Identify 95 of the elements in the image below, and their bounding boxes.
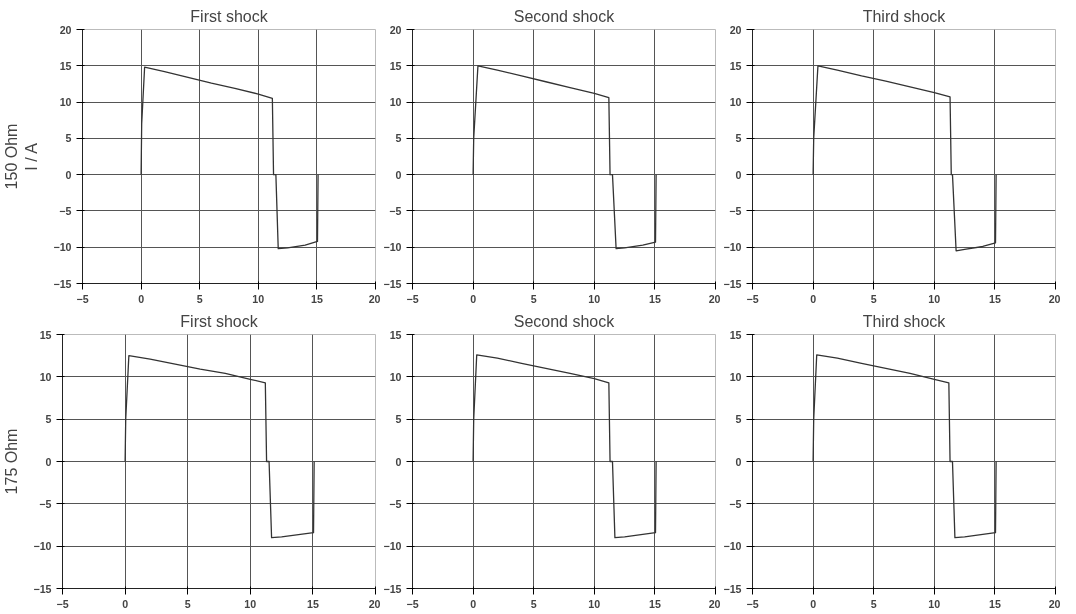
chart-title: First shock [180,312,259,330]
y-tick-label: 5 [395,413,402,426]
y-tick-label: 5 [45,413,52,426]
y-axis-title: 175 Ohm [3,428,21,495]
x-tick-label: 0 [810,597,817,610]
y-tick-label: 10 [59,96,72,109]
y-tick-label: −10 [53,241,72,254]
y-tick-label: 15 [729,59,742,72]
y-tick-label: 10 [389,96,402,109]
y-tick-label: −15 [53,277,72,290]
y-tick-label: −15 [723,582,742,595]
y-tick-label: −5 [59,204,72,217]
y-tick-label: −15 [383,582,402,595]
x-tick-label: 20 [1048,292,1061,305]
y-tick-label: 5 [395,132,402,145]
line-series [812,354,997,539]
x-tick-label: 20 [368,597,381,610]
y-tick-label: 10 [729,370,742,383]
y-tick-label: −10 [723,540,742,553]
y-tick-label: −15 [33,582,52,595]
x-tick-label: 5 [870,292,877,305]
x-tick-label: 20 [708,597,721,610]
x-tick-label: −5 [746,597,759,610]
x-tick-label: 10 [252,292,265,305]
line-series [140,66,319,250]
x-tick-label: 15 [988,292,1001,305]
y-tick-label: 5 [735,413,742,426]
x-tick-label: 10 [588,292,601,305]
y-tick-label: 10 [389,370,402,383]
y-axis-title: 150 Ohm [3,123,21,190]
x-tick-label: 10 [244,597,257,610]
x-tick-label: 0 [470,292,477,305]
y-tick-label: 0 [395,168,402,181]
line-series [812,65,997,252]
x-tick-label: 0 [138,292,145,305]
x-tick-label: −5 [746,292,759,305]
x-tick-label: 15 [988,597,1001,610]
x-tick-label: 0 [810,292,817,305]
y-tick-label: −10 [723,241,742,254]
x-tick-label: 5 [530,597,537,610]
x-tick-label: 0 [470,597,477,610]
y-tick-label: 15 [59,59,72,72]
x-tick-label: 10 [928,597,941,610]
y-tick-label: −5 [729,497,742,510]
x-tick-label: 5 [184,597,191,610]
y-tick-label: 5 [735,132,742,145]
y-tick-label: 10 [729,96,742,109]
x-tick-label: 5 [530,292,537,305]
chart-title: Third shock [862,312,947,330]
x-tick-label: 15 [310,292,323,305]
y-tick-label: 15 [389,328,402,341]
y-tick-label: −10 [383,241,402,254]
y-tick-label: 20 [59,23,72,36]
y-tick-label: −10 [33,540,52,553]
y-tick-label: 20 [389,23,402,36]
x-tick-label: 20 [368,292,381,305]
y-tick-label: 0 [735,168,742,181]
x-tick-label: 20 [708,292,721,305]
chart-title: First shock [190,7,269,25]
chart-title: Second shock [513,7,616,25]
y-tick-label: −5 [389,204,402,217]
x-tick-label: 5 [196,292,203,305]
x-tick-label: 15 [648,292,661,305]
y-tick-label: 0 [45,455,52,468]
x-tick-label: −5 [406,597,419,610]
x-tick-label: 10 [588,597,601,610]
x-tick-label: 15 [306,597,319,610]
chart-title: Third shock [862,7,947,25]
y-tick-label: 0 [65,168,72,181]
chart-title: Second shock [513,312,616,330]
y-tick-label: −5 [729,204,742,217]
y-tick-label: −15 [383,277,402,290]
x-tick-label: 10 [928,292,941,305]
y-tick-label: 0 [395,455,402,468]
x-tick-label: 15 [648,597,661,610]
y-tick-label: −5 [389,497,402,510]
line-series [124,355,315,539]
y-tick-label: 15 [39,328,52,341]
y-tick-label: −10 [383,540,402,553]
line-series [472,354,657,539]
x-tick-label: 5 [870,597,877,610]
y-tick-label: 0 [735,455,742,468]
text: I / A [23,142,41,171]
y-tick-label: 15 [729,328,742,341]
x-tick-label: 20 [1048,597,1061,610]
y-tick-label: 5 [65,132,72,145]
y-tick-label: −15 [723,277,742,290]
y-tick-label: 20 [729,23,742,36]
line-series [472,65,657,250]
y-tick-label: 15 [389,59,402,72]
x-tick-label: −5 [76,292,89,305]
y-tick-label: −5 [39,497,52,510]
x-tick-label: 0 [122,597,129,610]
y-tick-label: 10 [39,370,52,383]
x-tick-label: −5 [406,292,419,305]
